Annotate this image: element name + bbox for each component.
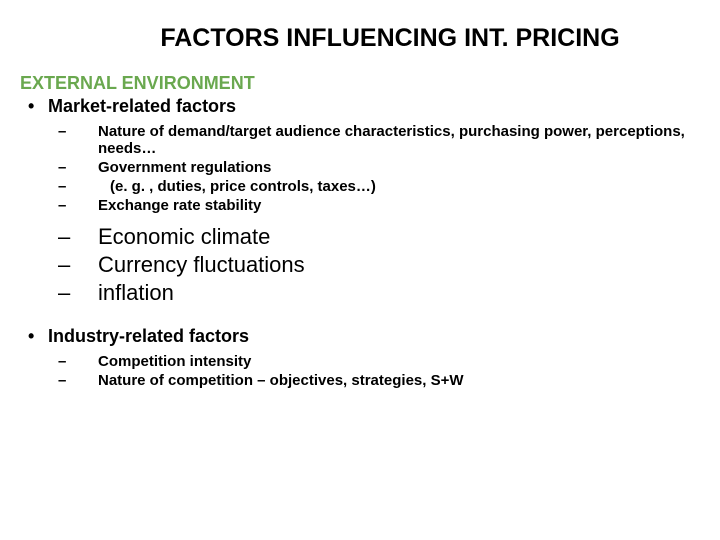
- dash-item-large: – Economic climate: [20, 224, 700, 250]
- dash-item-large: – inflation: [20, 280, 700, 306]
- dash-marker: –: [20, 372, 90, 389]
- dash-marker: –: [20, 159, 90, 176]
- dash-text: (e. g. , duties, price controls, taxes…): [90, 178, 700, 195]
- bullet-text: Industry-related factors: [48, 326, 700, 347]
- dash-marker: –: [20, 224, 90, 250]
- dash-item: – Nature of competition – objectives, st…: [20, 372, 700, 389]
- bullet-market-related: • Market-related factors: [20, 96, 700, 117]
- dash-item: – Government regulations: [20, 159, 700, 176]
- dash-item: – Competition intensity: [20, 353, 700, 370]
- dash-marker: –: [20, 280, 90, 306]
- dash-text: Nature of competition – objectives, stra…: [90, 372, 700, 389]
- bullet-marker: •: [20, 96, 48, 117]
- slide-title: FACTORS INFLUENCING INT. PRICING: [20, 24, 700, 53]
- dash-item: – Nature of demand/target audience chara…: [20, 123, 700, 157]
- dash-text: Government regulations: [90, 159, 700, 176]
- dash-text: Currency fluctuations: [90, 252, 700, 278]
- dash-text: Nature of demand/target audience charact…: [90, 123, 700, 157]
- dash-marker: –: [20, 353, 90, 370]
- bullet-industry-related: • Industry-related factors: [20, 326, 700, 347]
- bullet-text: Market-related factors: [48, 96, 700, 117]
- section-header: EXTERNAL ENVIRONMENT: [20, 73, 700, 94]
- dash-marker: –: [20, 178, 90, 195]
- dash-marker: –: [20, 197, 90, 214]
- dash-item: – (e. g. , duties, price controls, taxes…: [20, 178, 700, 195]
- dash-text: inflation: [90, 280, 700, 306]
- dash-item-large: – Currency fluctuations: [20, 252, 700, 278]
- dash-text: Competition intensity: [90, 353, 700, 370]
- dash-marker: –: [20, 252, 90, 278]
- bullet-marker: •: [20, 326, 48, 347]
- dash-marker: –: [20, 123, 90, 157]
- dash-item: – Exchange rate stability: [20, 197, 700, 214]
- dash-text: Exchange rate stability: [90, 197, 700, 214]
- dash-text: Economic climate: [90, 224, 700, 250]
